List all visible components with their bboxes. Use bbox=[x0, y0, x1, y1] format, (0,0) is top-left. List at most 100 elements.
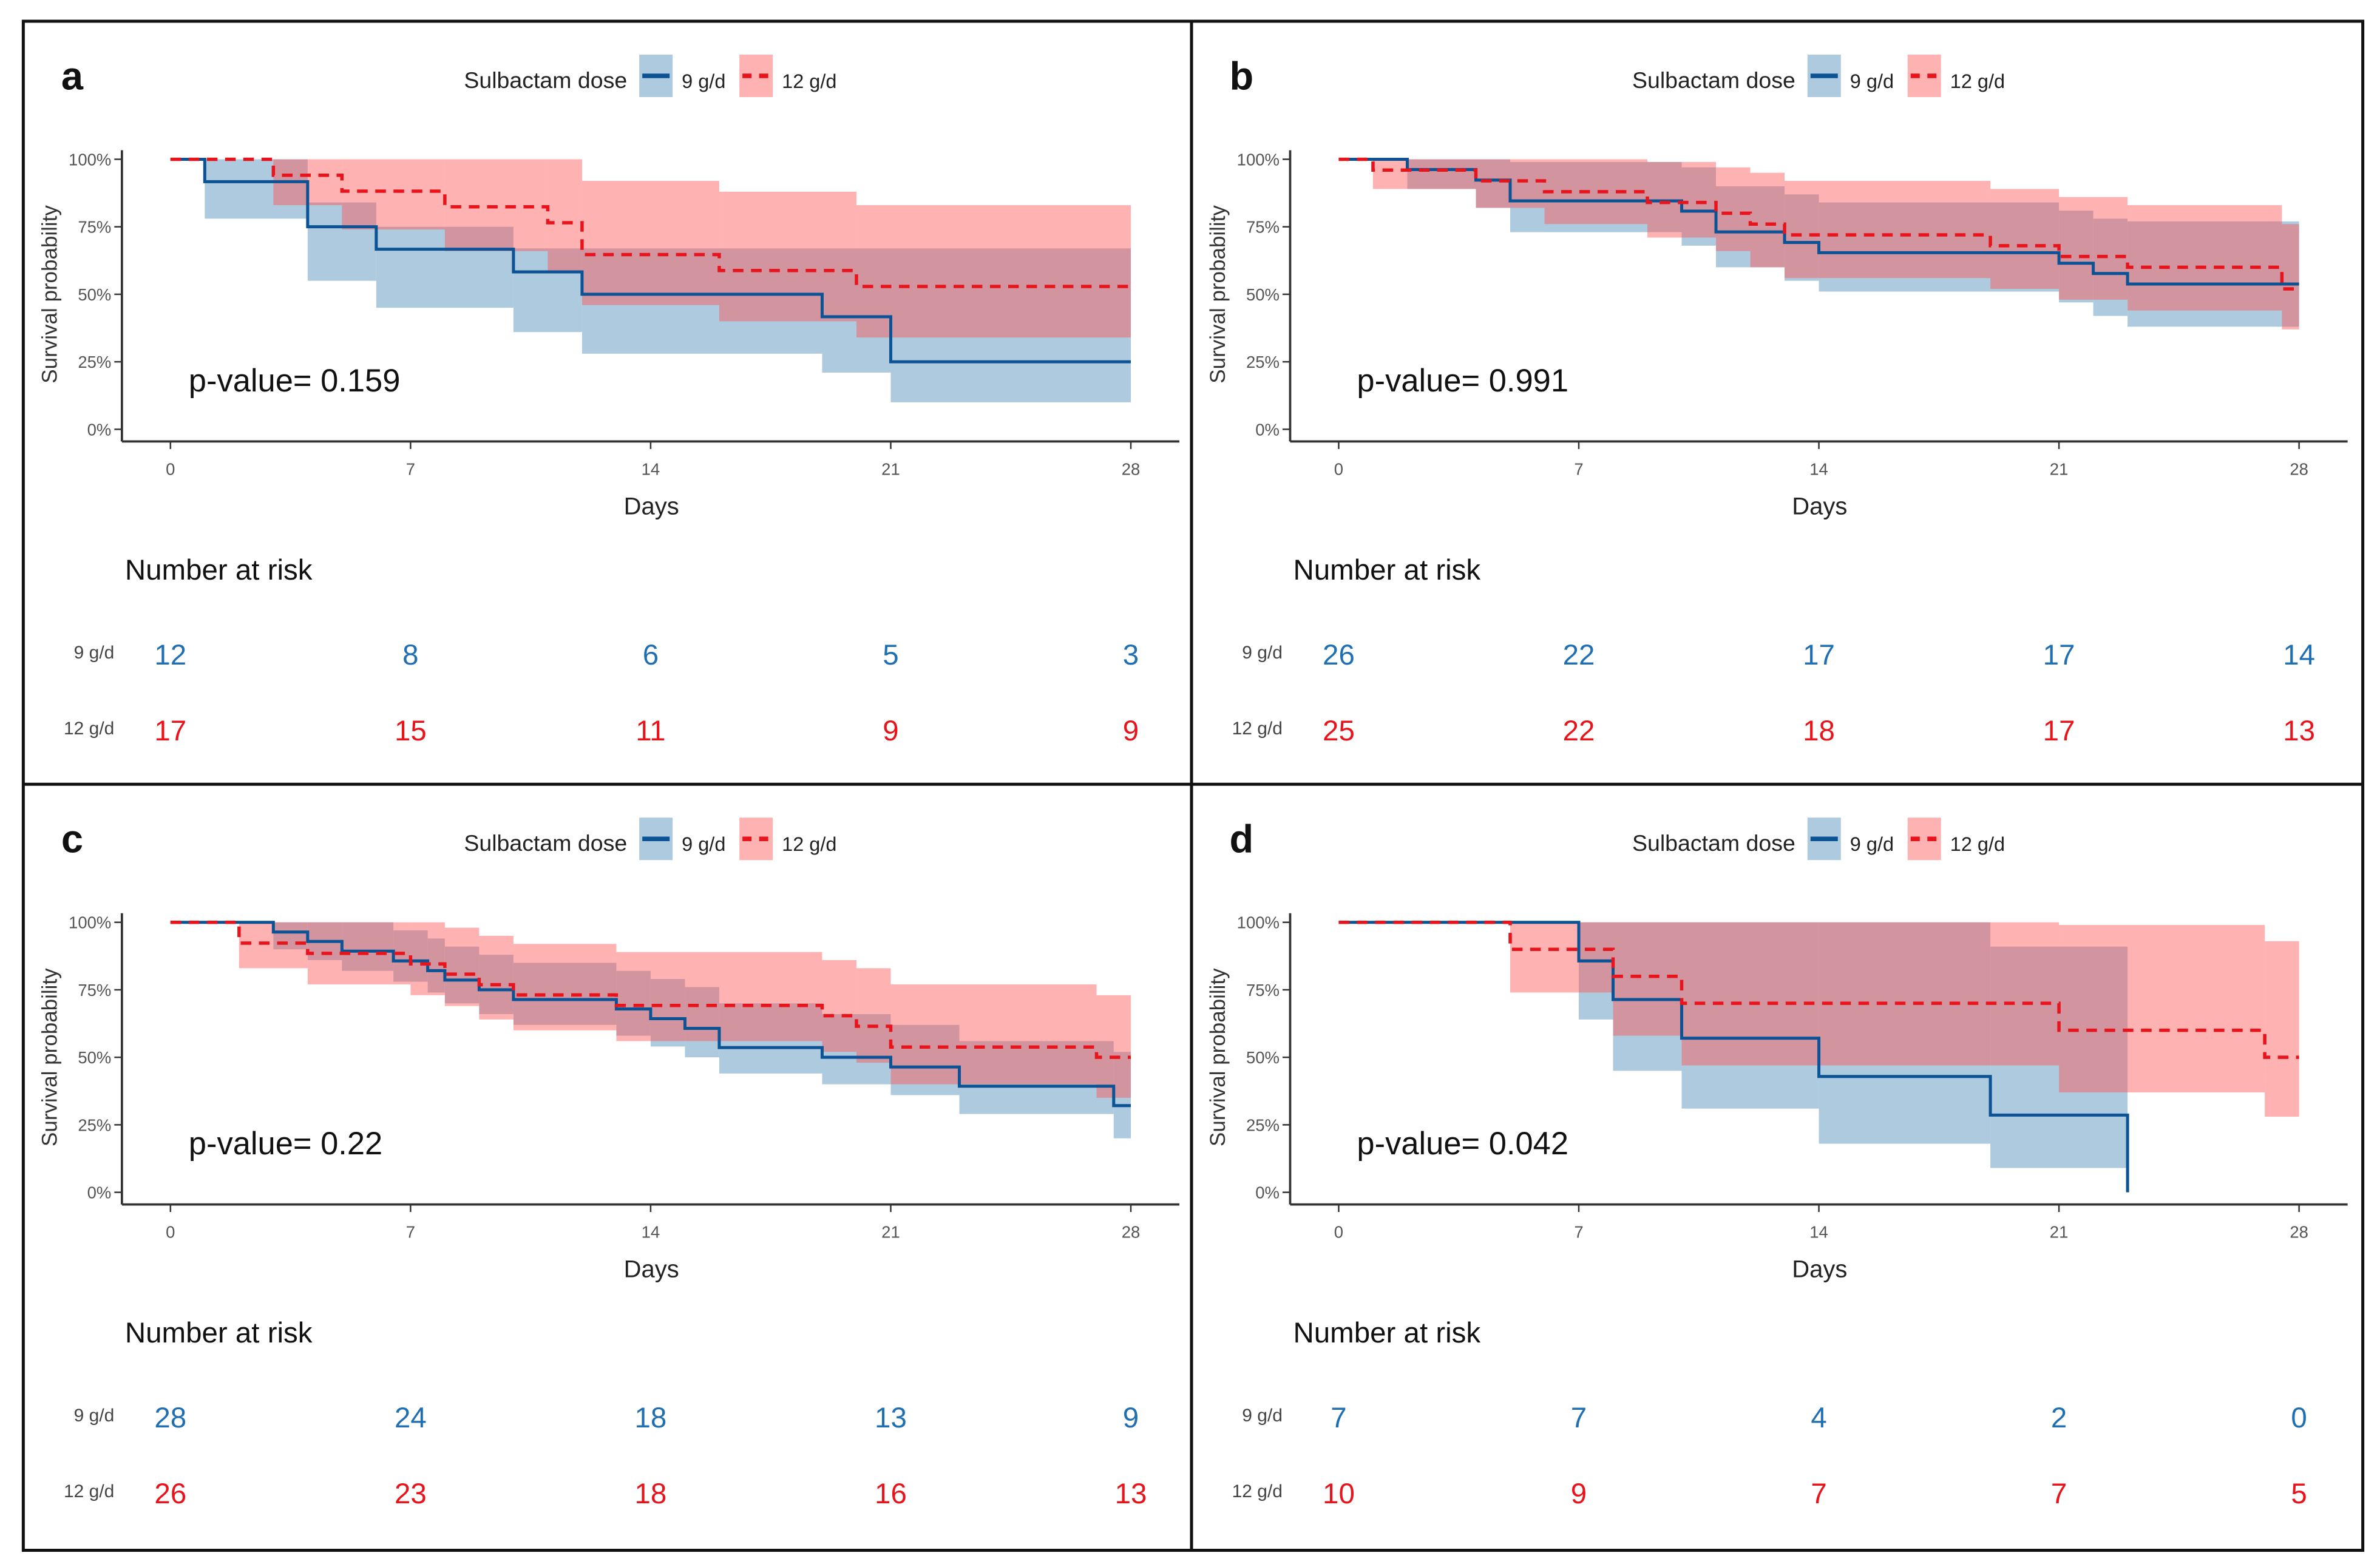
band-step bbox=[719, 191, 856, 322]
y-tick-label: 75% bbox=[1246, 981, 1280, 1000]
legend-label-9gd: 9 g/d bbox=[1850, 70, 1894, 92]
risk-row-label: 9 g/d bbox=[1242, 643, 1283, 663]
band-step bbox=[1372, 159, 1476, 189]
y-tick-label: 25% bbox=[1246, 353, 1280, 371]
risk-count: 23 bbox=[395, 1478, 427, 1510]
y-tick-label: 0% bbox=[1255, 420, 1280, 439]
risk-count: 28 bbox=[154, 1402, 186, 1434]
band-step bbox=[581, 181, 719, 305]
legend-title: Sulbactam dose bbox=[464, 830, 627, 856]
band-step bbox=[959, 1041, 1114, 1114]
band-step bbox=[307, 202, 376, 281]
band-step bbox=[342, 159, 445, 230]
risk-row-label: 9 g/d bbox=[74, 643, 115, 663]
legend-label-12gd: 12 g/d bbox=[782, 70, 836, 92]
panel-c: c Sulbactam dose 9 g/d 12 g/d 0 7 14 21 28 0% 25% 5… bbox=[38, 817, 1180, 1510]
risk-count: 22 bbox=[1563, 715, 1595, 747]
confidence-band-12gd bbox=[1372, 159, 2299, 330]
band-step bbox=[1750, 172, 1785, 268]
band-step bbox=[2127, 205, 2282, 311]
panel-borders bbox=[21, 19, 2365, 1552]
y-tick-label: 75% bbox=[78, 218, 111, 237]
y-tick-label: 50% bbox=[78, 285, 111, 304]
band-step bbox=[719, 1003, 822, 1074]
risk-count: 24 bbox=[395, 1402, 427, 1434]
band-step bbox=[1681, 922, 1819, 1109]
band-step bbox=[2127, 221, 2299, 327]
band-step bbox=[581, 248, 822, 354]
band-step bbox=[1579, 922, 1613, 1020]
band-step bbox=[342, 922, 394, 971]
band-step bbox=[2059, 197, 2128, 300]
band-step bbox=[1613, 922, 1682, 1071]
risk-count: 0 bbox=[2291, 1402, 2307, 1434]
x-tick-label: 7 bbox=[406, 459, 415, 478]
x-tick-label: 21 bbox=[2050, 459, 2069, 478]
legend: Sulbactam dose 9 g/d 12 g/d bbox=[1632, 817, 2005, 861]
band-step bbox=[513, 248, 582, 333]
risk-table-title: Number at risk bbox=[1293, 554, 1480, 586]
band-step bbox=[2059, 925, 2265, 1093]
survival-curve-12gd bbox=[1338, 920, 2299, 1059]
risk-count: 3 bbox=[1123, 639, 1139, 671]
risk-table-title: Number at risk bbox=[1293, 1317, 1480, 1349]
p-value-annotation: p-value= 0.042 bbox=[1357, 1126, 1568, 1162]
x-tick-label: 28 bbox=[2290, 459, 2308, 478]
risk-count: 18 bbox=[1803, 715, 1835, 747]
band-step bbox=[1113, 1052, 1131, 1139]
band-step bbox=[273, 922, 308, 950]
x-tick-label: 7 bbox=[1574, 459, 1583, 478]
band-step bbox=[1681, 167, 1717, 246]
risk-count: 7 bbox=[2051, 1478, 2067, 1510]
risk-count: 9 bbox=[1571, 1478, 1587, 1510]
confidence-band-9gd bbox=[1579, 922, 2128, 1168]
legend-label-12gd: 12 g/d bbox=[1950, 833, 2005, 855]
risk-count: 18 bbox=[635, 1478, 667, 1510]
risk-count: 22 bbox=[1563, 639, 1595, 671]
legend-title: Sulbactam dose bbox=[1632, 830, 1795, 856]
y-tick-label: 100% bbox=[69, 150, 111, 169]
band-step bbox=[1096, 995, 1131, 1098]
band-step bbox=[856, 968, 891, 1063]
risk-count: 14 bbox=[2283, 639, 2315, 671]
y-tick-label: 50% bbox=[1246, 1048, 1280, 1067]
risk-count: 5 bbox=[883, 639, 898, 671]
band-step bbox=[1510, 161, 1682, 232]
band-step bbox=[856, 205, 1131, 338]
band-step bbox=[1990, 189, 2060, 289]
confidence-band-12gd bbox=[273, 159, 1131, 338]
band-step bbox=[479, 935, 514, 1020]
y-tick-label: 100% bbox=[1237, 913, 1280, 932]
y-tick-label: 25% bbox=[78, 353, 111, 371]
risk-count: 16 bbox=[875, 1478, 907, 1510]
risk-table-title: Number at risk bbox=[125, 554, 313, 586]
x-tick-label: 28 bbox=[2290, 1223, 2308, 1242]
band-step bbox=[1407, 159, 1476, 189]
risk-table-title: Number at risk bbox=[125, 1317, 313, 1349]
band-step bbox=[890, 984, 1097, 1085]
y-axis-title: Survival probability bbox=[1206, 968, 1230, 1146]
confidence-band-12gd bbox=[1510, 922, 2299, 1117]
y-tick-label: 0% bbox=[87, 1183, 112, 1202]
legend-label-9gd: 9 g/d bbox=[682, 70, 725, 92]
risk-count: 6 bbox=[643, 639, 659, 671]
risk-row-label: 9 g/d bbox=[74, 1406, 115, 1426]
band-step bbox=[1716, 167, 1751, 251]
risk-count: 25 bbox=[1323, 715, 1355, 747]
x-tick-label: 21 bbox=[881, 1223, 900, 1242]
x-axis-title: Days bbox=[624, 1256, 679, 1283]
y-tick-label: 50% bbox=[78, 1048, 111, 1067]
legend: Sulbactam dose 9 g/d 12 g/d bbox=[464, 817, 836, 861]
confidence-band-9gd bbox=[1407, 159, 2299, 327]
risk-count: 18 bbox=[635, 1402, 667, 1434]
band-step bbox=[1476, 159, 1510, 208]
risk-count: 12 bbox=[154, 639, 186, 671]
confidence-band-9gd bbox=[273, 922, 1131, 1139]
x-axis-title: Days bbox=[624, 493, 679, 520]
legend-label-12gd: 12 g/d bbox=[782, 833, 836, 855]
band-step bbox=[650, 979, 685, 1047]
band-step bbox=[1716, 186, 1785, 268]
x-axis-title: Days bbox=[1792, 1256, 1847, 1283]
survival-curve-9gd bbox=[1338, 921, 2129, 1193]
survival-curve-9gd bbox=[170, 921, 1131, 1108]
